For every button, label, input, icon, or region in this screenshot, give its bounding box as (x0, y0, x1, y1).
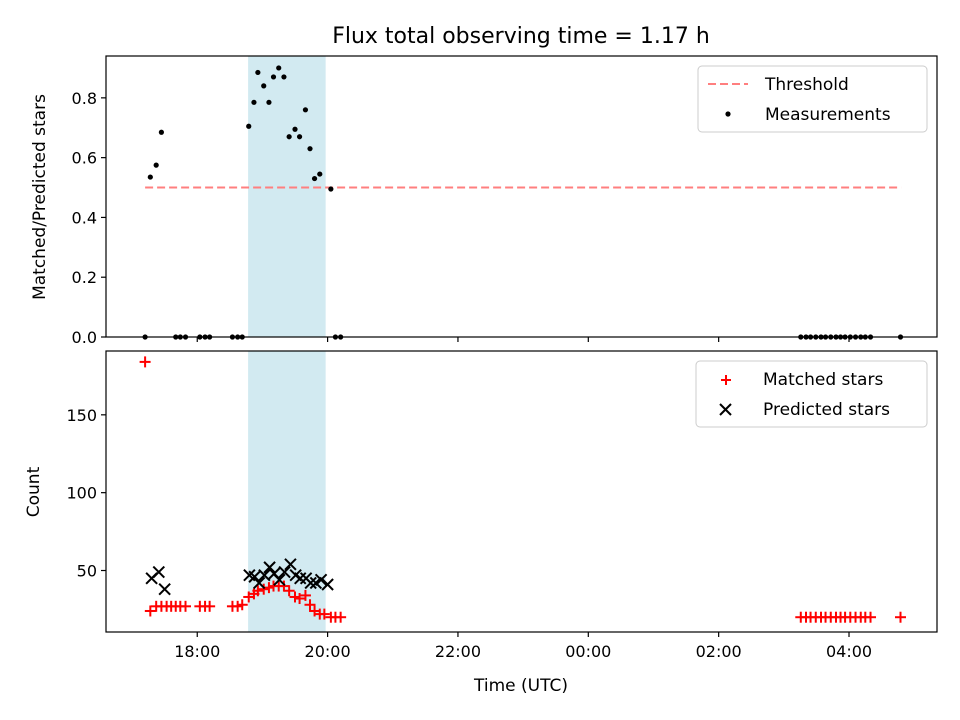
y-tick-label: 150 (66, 406, 97, 425)
measurements-point (246, 123, 252, 129)
threshold-legend-label: Threshold (764, 75, 849, 95)
measurements-point (328, 186, 334, 192)
measurements-point (266, 99, 272, 105)
measurements-point (292, 126, 298, 132)
measurements-legend-swatch (725, 111, 731, 117)
top-panel-frame (105, 55, 938, 338)
x-tick-label: 18:00 (174, 642, 220, 661)
y-tick-label: 0.2 (72, 268, 97, 287)
chart-title: Flux total observing time = 1.17 h (332, 24, 710, 49)
x-axis-label: Time (UTC) (473, 676, 568, 696)
y-tick-label: 50 (77, 562, 97, 581)
predicted-stars-point (152, 565, 166, 579)
predicted-stars-point (294, 572, 307, 585)
measurements-point (281, 74, 287, 80)
bottom-y-axis-label: Count (24, 466, 44, 517)
x-tick-label: 02:00 (696, 642, 742, 661)
x-tick-label: 22:00 (435, 642, 481, 661)
predicted-stars-point (284, 558, 297, 571)
matched-stars-point (144, 605, 156, 617)
matched-stars-point (139, 356, 151, 368)
y-tick-label: 0.6 (72, 149, 97, 168)
x-tick-label: 20:00 (305, 642, 351, 661)
top-panel: 0.00.20.40.60.8 Matched/Predicted stars … (30, 55, 938, 347)
matched-stars-point (865, 611, 877, 623)
top-y-ticks: 0.0 0.2 0.4 0.6 0.8 (72, 89, 106, 347)
predicted-stars-point (314, 573, 328, 587)
matched-stars-point (318, 608, 330, 620)
highlight-span (248, 56, 326, 337)
measurements-point (286, 134, 292, 140)
predicted-stars-point (258, 568, 271, 582)
bottom-panel: 18:00 20:00 22:00 00:00 02:00 04:00 50100150 … (24, 350, 938, 696)
measurements-point (317, 171, 323, 177)
measurements-point (147, 174, 153, 180)
measurements-point (153, 162, 159, 168)
bottom-panel-marks (139, 356, 907, 623)
x-tick-label: 04:00 (826, 642, 872, 661)
top-x-ticks (196, 337, 850, 342)
matched-stars-point (180, 600, 192, 612)
measurements-point (261, 83, 267, 89)
predicted-stars-point (273, 573, 286, 587)
predicted-stars-point (263, 561, 276, 574)
matched-stars-point (258, 583, 270, 595)
matched-stars-point (335, 611, 347, 623)
bottom-legend: Matched stars Predicted stars (695, 360, 928, 428)
predicted-stars-point (158, 582, 171, 596)
x-tick-label: 00:00 (565, 642, 611, 661)
bottom-panel-frame (105, 350, 938, 633)
measurements-point (270, 74, 277, 80)
predicted-stars-point (321, 578, 334, 591)
predicted-stars-point (252, 576, 266, 590)
bottom-y-ticks: 50 100 150 (66, 406, 106, 581)
measurements-point (251, 99, 257, 105)
measurements-point (276, 65, 282, 71)
measurements-point (158, 129, 164, 135)
matched-stars-point (304, 599, 316, 611)
bottom-legend-box (695, 360, 928, 428)
measurements-point (302, 107, 309, 113)
measurements-point (296, 134, 303, 140)
matched-stars-point (283, 585, 295, 597)
measurements-legend-label: Measurements (765, 105, 891, 125)
measurements-point (255, 69, 261, 76)
matched-stars-legend-swatch (721, 375, 731, 385)
predicted-stars-point (278, 565, 291, 579)
matched-stars-legend-label: Matched stars (763, 370, 883, 390)
y-tick-label: 0.4 (72, 208, 97, 227)
predicted-stars-legend-label: Predicted stars (763, 400, 890, 420)
predicted-stars-legend-swatch (719, 403, 732, 416)
bottom-x-ticks: 18:00 20:00 22:00 00:00 02:00 04:00 (174, 632, 872, 661)
top-y-axis-label: Matched/Predicted stars (30, 94, 50, 300)
measurements-point (307, 146, 313, 152)
matched-stars-point (278, 580, 290, 592)
matched-stars-point (252, 585, 264, 597)
y-tick-label: 0.0 (72, 328, 97, 347)
predicted-stars-point (304, 576, 317, 590)
matched-stars-point (294, 593, 306, 605)
top-legend: Threshold Measurements (697, 65, 928, 133)
matched-stars-point (299, 589, 311, 601)
y-tick-label: 0.8 (72, 89, 97, 108)
predicted-stars-point (248, 570, 261, 583)
highlight-span-top (248, 56, 326, 337)
matched-stars-point (236, 599, 248, 611)
matched-stars-point (895, 611, 907, 623)
y-tick-label: 100 (66, 484, 97, 503)
matched-stars-point (204, 600, 216, 612)
measurements-point (311, 175, 318, 182)
top-legend-box (697, 65, 928, 133)
